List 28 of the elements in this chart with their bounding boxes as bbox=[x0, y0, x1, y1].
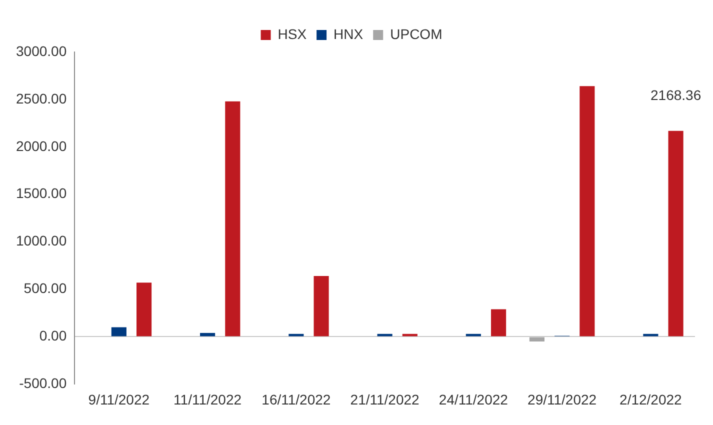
y-tick-label: -500.00 bbox=[19, 375, 67, 392]
data-label: 2168.36 bbox=[650, 86, 702, 103]
legend-label: HSX bbox=[278, 26, 308, 42]
legend-label: HNX bbox=[334, 26, 364, 42]
y-tick-label: 0.00 bbox=[39, 328, 67, 344]
bar bbox=[200, 332, 216, 336]
x-tick-label: 21/11/2022 bbox=[350, 391, 420, 408]
bar bbox=[529, 337, 544, 342]
bar bbox=[668, 130, 684, 336]
bar bbox=[580, 86, 595, 336]
x-tick-label: 2/12/2022 bbox=[620, 391, 682, 408]
x-tick-label: 29/11/2022 bbox=[528, 391, 597, 408]
y-tick-label: 2000.00 bbox=[16, 138, 67, 154]
bar bbox=[225, 101, 240, 336]
y-tick-label: 1500.00 bbox=[16, 185, 67, 202]
y-tick-label: 3000.00 bbox=[16, 42, 67, 59]
bar bbox=[491, 309, 506, 336]
x-tick-label: 9/11/2022 bbox=[88, 391, 150, 408]
y-tick-label: 500.00 bbox=[24, 280, 67, 296]
y-tick-label: 1000.00 bbox=[16, 232, 67, 249]
bar bbox=[136, 282, 152, 336]
bar bbox=[314, 276, 329, 336]
x-tick-label: 11/11/2022 bbox=[174, 391, 242, 408]
y-tick-label: 2500.00 bbox=[16, 90, 67, 106]
legend-label: UPCOM bbox=[390, 26, 442, 42]
x-tick-label: 16/11/2022 bbox=[262, 391, 331, 408]
x-tick-label: 24/11/2022 bbox=[438, 391, 508, 408]
bar bbox=[111, 327, 126, 336]
